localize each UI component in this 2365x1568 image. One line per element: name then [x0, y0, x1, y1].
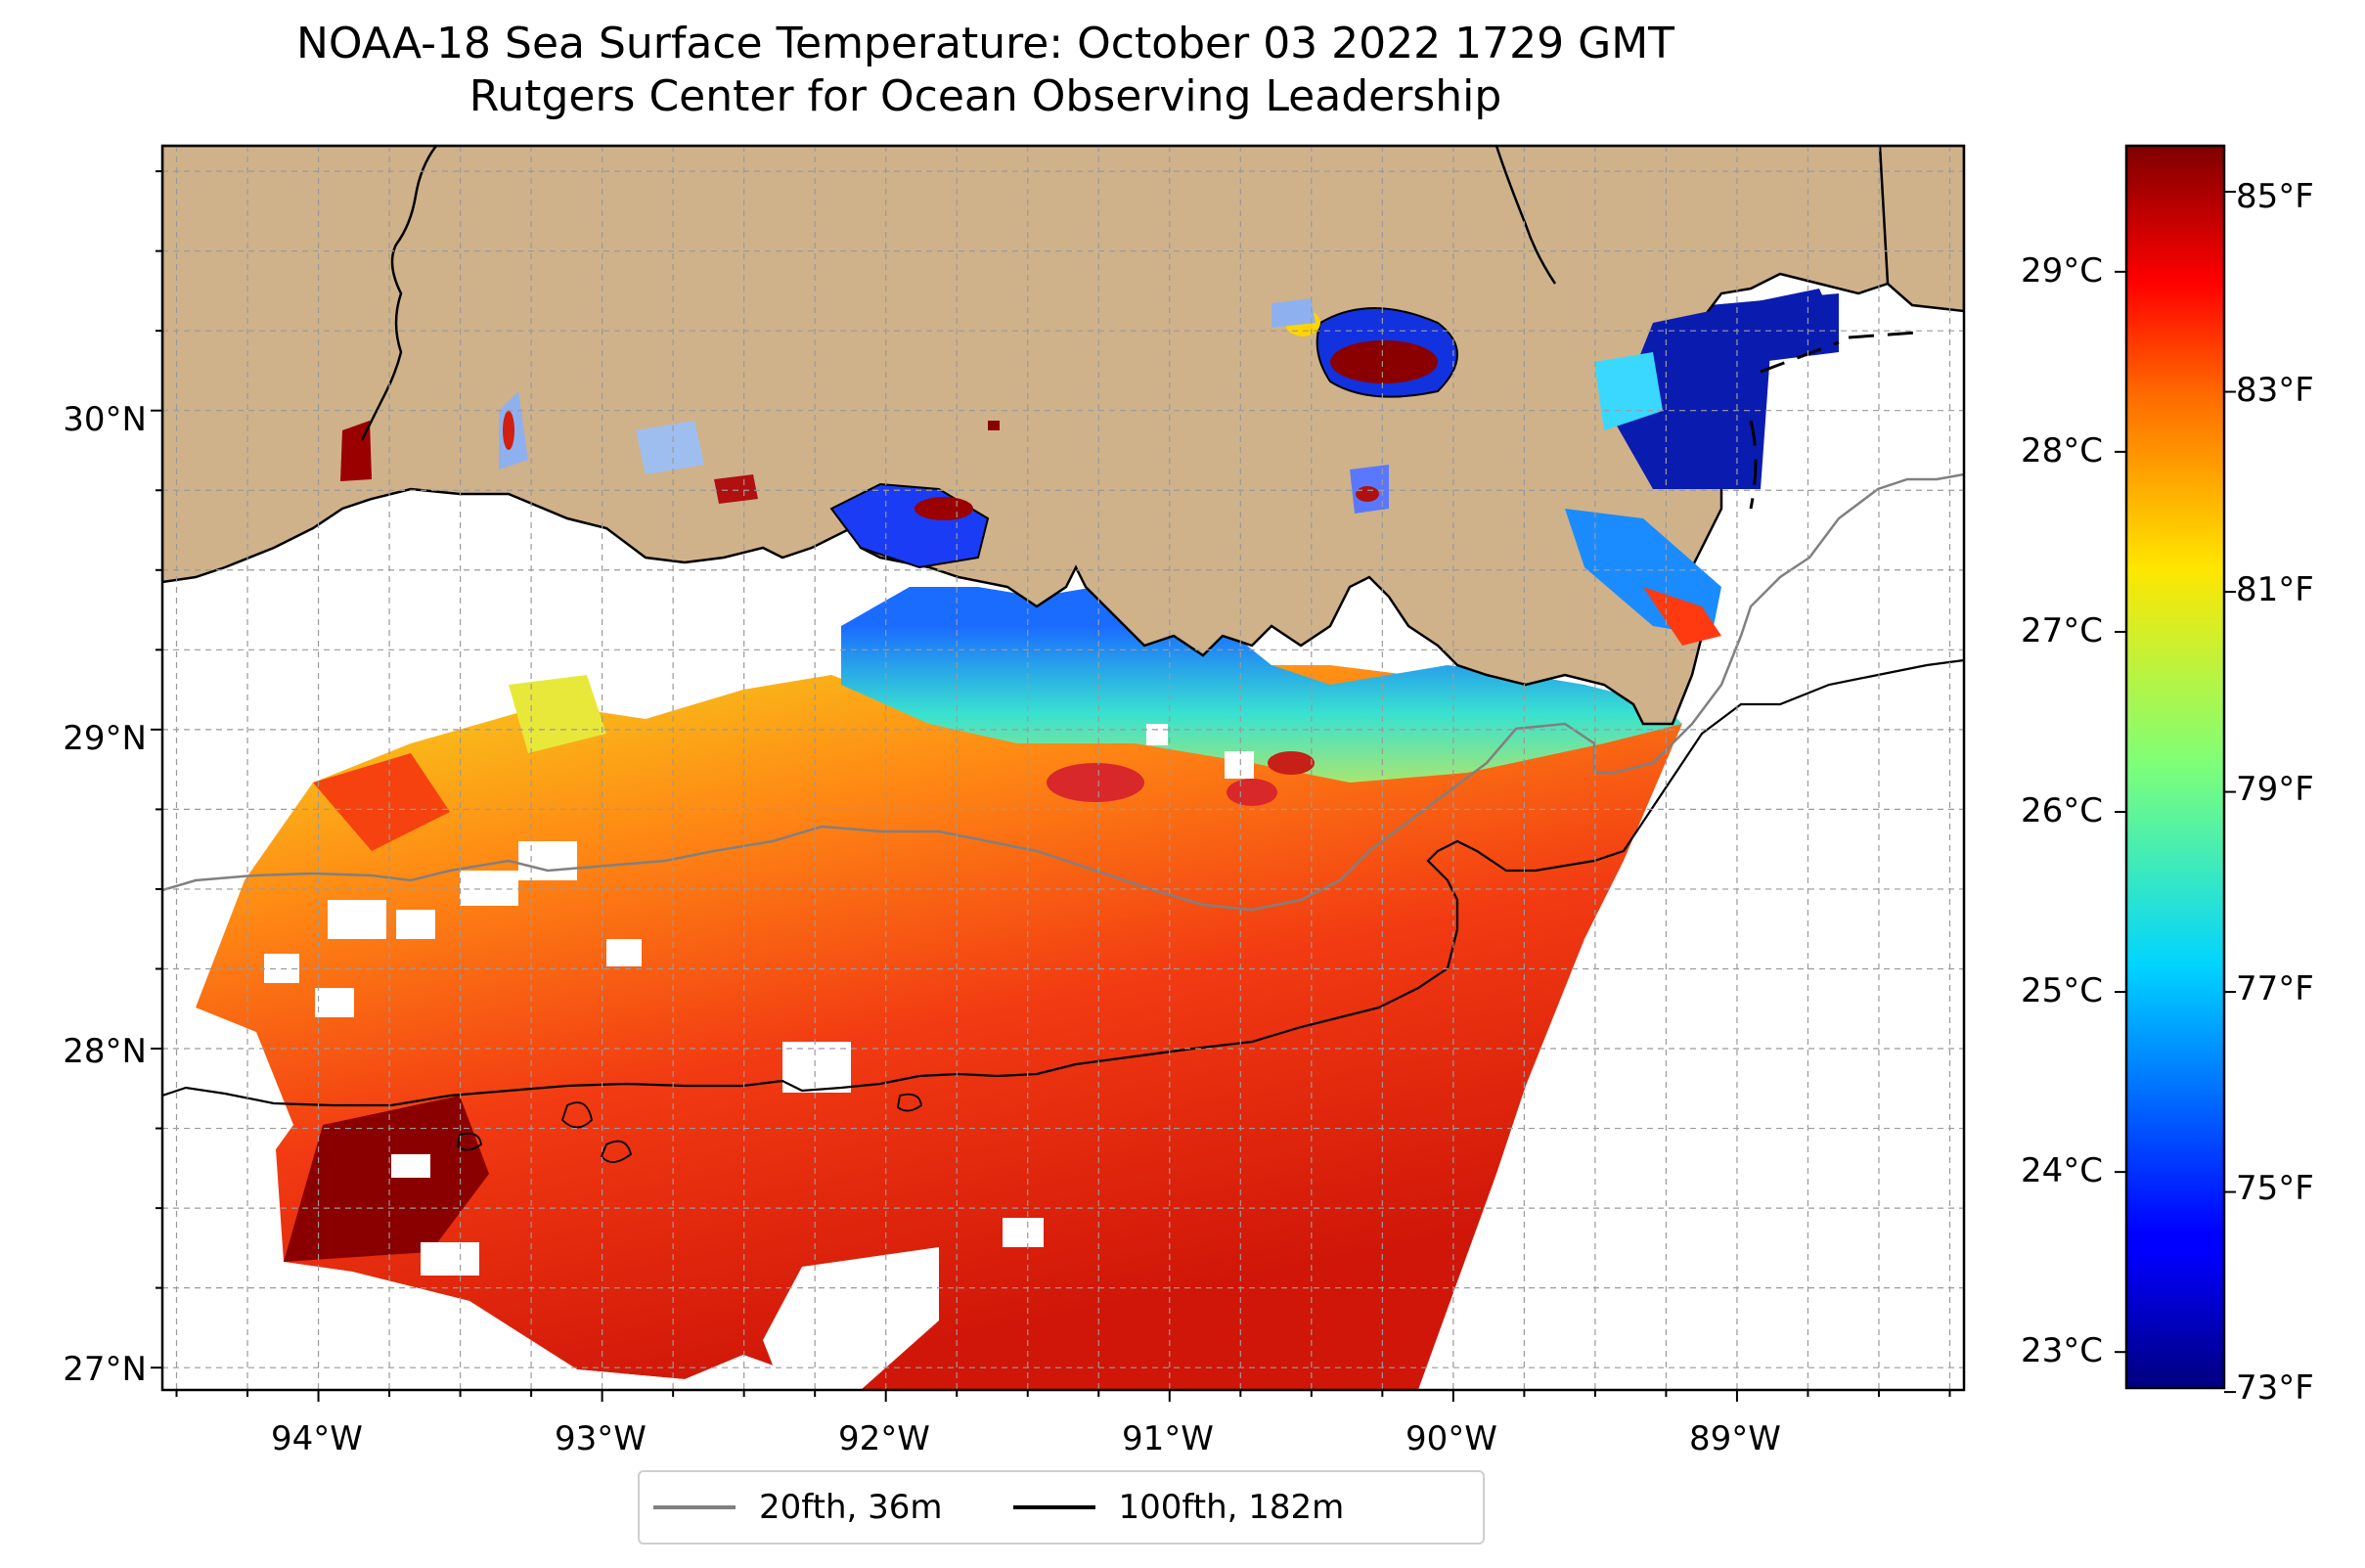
cbar-c-28: 28°C: [2021, 431, 2103, 470]
cbar-f-83: 83°F: [2236, 371, 2314, 410]
chart-title: NOAA-18 Sea Surface Temperature: October…: [0, 18, 1971, 123]
legend-item-100fth: 100fth, 182m: [1012, 1488, 1345, 1527]
legend-swatch-grey-line: [653, 1505, 736, 1509]
cbar-c-29: 29°C: [2021, 251, 2103, 291]
isobath-100fth: [162, 658, 1964, 1107]
isobath-20fth: [162, 472, 1964, 912]
cbar-c-27: 27°C: [2021, 611, 2103, 650]
title-line-2: Rutgers Center for Ocean Observing Leade…: [469, 71, 1502, 121]
lon-tick-90w: 90°W: [1406, 1419, 1497, 1458]
cbar-c-24: 24°C: [2021, 1151, 2103, 1190]
lat-tick-29n: 29°N: [63, 719, 147, 758]
colorbar-fahrenheit-ticks: [2224, 191, 2236, 1394]
isobath-legend: 20fth, 36m 100fth, 182m: [638, 1470, 1485, 1545]
map-tick-marks: [151, 170, 1951, 1402]
colorbar-celsius-ticks: [2115, 270, 2126, 1354]
coastline-inland: [360, 146, 1890, 441]
lon-tick-92w: 92°W: [838, 1419, 930, 1458]
map-plot-area: [162, 146, 1964, 1390]
cbar-c-26: 26°C: [2021, 791, 2103, 830]
legend-item-20fth: 20fth, 36m: [653, 1488, 943, 1527]
cbar-f-75: 75°F: [2236, 1169, 2314, 1208]
colorbar-fahrenheit-labels: 73°F 75°F 77°F 79°F 81°F 83°F 85°F: [2236, 177, 2314, 1408]
legend-swatch-black-line: [1012, 1505, 1095, 1509]
lat-tick-28n: 28°N: [63, 1032, 147, 1071]
cbar-c-23: 23°C: [2021, 1331, 2103, 1370]
map-frame: [160, 144, 1966, 1392]
map-gridlines: [162, 146, 1964, 1390]
bank-contours: [457, 1093, 922, 1163]
legend-label-100fth: 100fth, 182m: [1118, 1488, 1345, 1527]
cbar-f-85: 85°F: [2236, 177, 2314, 216]
lon-tick-94w: 94°W: [271, 1419, 363, 1458]
cbar-c-25: 25°C: [2021, 971, 2103, 1010]
lon-tick-91w: 91°W: [1122, 1419, 1214, 1458]
lat-tick-27n: 27°N: [63, 1350, 147, 1389]
lon-tick-89w: 89°W: [1689, 1419, 1781, 1458]
cbar-f-79: 79°F: [2236, 770, 2314, 809]
colorbar-celsius-labels: 23°C 24°C 25°C 26°C 27°C 28°C 29°C: [2021, 251, 2103, 1370]
colorbar-fill: [2124, 144, 2226, 1390]
lon-tick-labels: 94°W 93°W 92°W 91°W 90°W 89°W: [271, 1419, 1781, 1458]
lat-tick-labels: 27°N 28°N 29°N 30°N: [63, 400, 147, 1389]
cloud-gaps: [162, 499, 1964, 1390]
legend-label-20fth: 20fth, 36m: [759, 1488, 943, 1527]
colorbar: 23°C 24°C 25°C 26°C 27°C 28°C 29°C 73°F …: [2021, 144, 2314, 1408]
title-line-1: NOAA-18 Sea Surface Temperature: October…: [295, 19, 1675, 68]
coastal-cool-band: [841, 587, 1682, 783]
lon-tick-93w: 93°W: [555, 1419, 647, 1458]
lat-tick-30n: 30°N: [63, 400, 147, 439]
cbar-f-73: 73°F: [2236, 1368, 2314, 1408]
cbar-f-77: 77°F: [2236, 969, 2314, 1008]
cbar-f-81: 81°F: [2236, 570, 2314, 609]
bay-coast-outline: [1749, 331, 1918, 510]
